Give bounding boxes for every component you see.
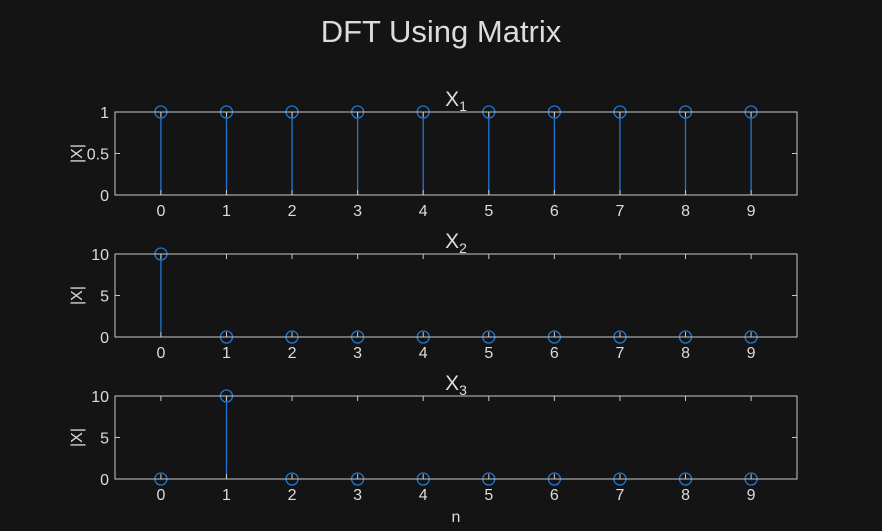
x-tick-label: 8 — [681, 345, 690, 362]
x-axis-label: n — [452, 509, 461, 526]
y-axis-label: |X| — [69, 286, 86, 305]
x-tick-label: 6 — [550, 345, 559, 362]
x-tick-label: 7 — [615, 487, 624, 504]
x-tick-label: 5 — [484, 345, 493, 362]
y-tick-label: 0 — [100, 188, 109, 205]
x-tick-label: 5 — [484, 487, 493, 504]
x-tick-label: 1 — [222, 203, 231, 220]
y-axis-label: |X| — [69, 428, 86, 447]
x-tick-label: 4 — [419, 345, 428, 362]
x-tick-label: 8 — [681, 487, 690, 504]
x-tick-label: 0 — [156, 345, 165, 362]
axes-title-base: X — [445, 88, 459, 111]
axes-title-subscript: 2 — [459, 240, 467, 256]
x-tick-label: 9 — [747, 487, 756, 504]
x-tick-label: 2 — [288, 487, 297, 504]
y-tick-label: 0 — [100, 330, 109, 347]
y-tick-label: 10 — [91, 247, 109, 264]
y-tick-label: 10 — [91, 389, 109, 406]
axes-title: X1 — [445, 88, 467, 114]
axes-title-base: X — [445, 230, 459, 253]
x-tick-label: 2 — [288, 345, 297, 362]
x-tick-label: 0 — [156, 487, 165, 504]
axes-title-subscript: 3 — [459, 382, 467, 398]
x-tick-label: 1 — [222, 345, 231, 362]
x-tick-label: 3 — [353, 487, 362, 504]
axes-title: X3 — [445, 372, 467, 398]
axes-title-subscript: 1 — [459, 98, 467, 114]
x-tick-label: 2 — [288, 203, 297, 220]
x-tick-label: 6 — [550, 203, 559, 220]
y-tick-label: 0.5 — [87, 147, 109, 164]
x-tick-label: 0 — [156, 203, 165, 220]
x-tick-label: 6 — [550, 487, 559, 504]
x-tick-label: 4 — [419, 203, 428, 220]
y-tick-label: 0 — [100, 472, 109, 489]
x-tick-label: 8 — [681, 203, 690, 220]
y-tick-label: 1 — [100, 105, 109, 122]
x-tick-label: 9 — [747, 203, 756, 220]
axes-title-base: X — [445, 372, 459, 395]
x-tick-label: 4 — [419, 487, 428, 504]
y-tick-label: 5 — [100, 431, 109, 448]
x-tick-label: 9 — [747, 345, 756, 362]
x-tick-label: 3 — [353, 203, 362, 220]
x-tick-label: 3 — [353, 345, 362, 362]
figure-title: DFT Using Matrix — [321, 14, 562, 49]
y-axis-label: |X| — [69, 144, 86, 163]
axes-title: X2 — [445, 230, 467, 256]
y-tick-label: 5 — [100, 289, 109, 306]
x-tick-label: 1 — [222, 487, 231, 504]
x-tick-label: 7 — [615, 345, 624, 362]
x-tick-label: 5 — [484, 203, 493, 220]
x-tick-label: 7 — [615, 203, 624, 220]
